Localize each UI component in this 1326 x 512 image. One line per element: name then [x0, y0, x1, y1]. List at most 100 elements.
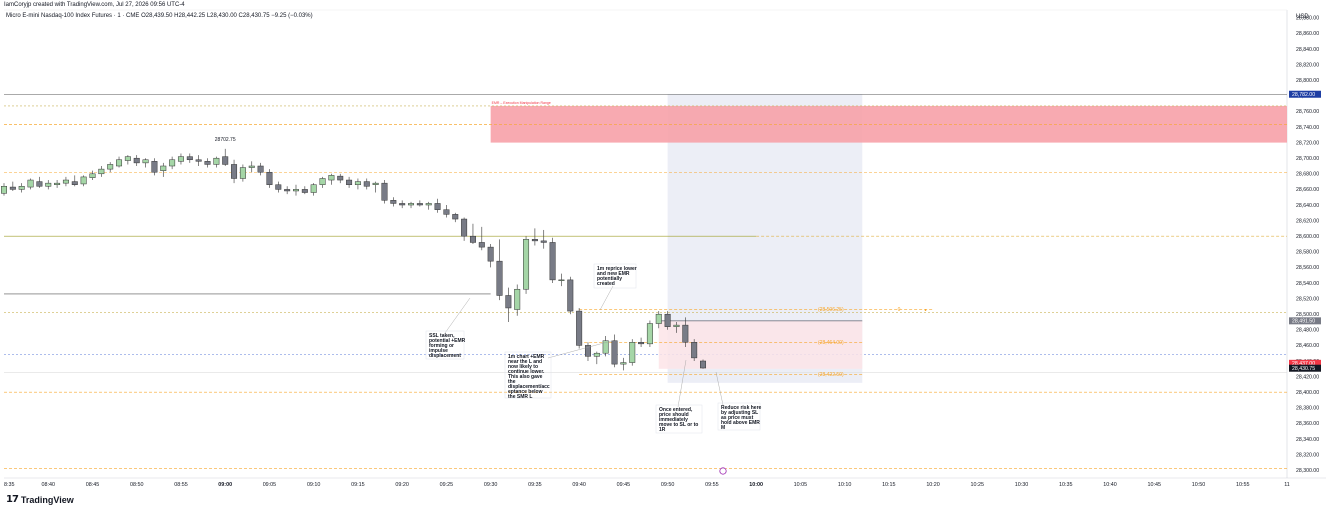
note-box [593, 263, 637, 289]
candle-body [399, 203, 406, 206]
note-box [717, 402, 761, 431]
candle-body [540, 240, 547, 243]
candle-body [584, 345, 591, 357]
candle-body [319, 178, 326, 185]
candle-body [461, 218, 468, 237]
price-tick-label: 28,560.00 [1296, 265, 1319, 271]
note-reprice-pointer [599, 285, 614, 311]
note-reduce-pointer [715, 371, 724, 406]
price-tick-label: 28,640.00 [1296, 203, 1319, 209]
note-ssl[interactable]: SSL taken, potential +EMR forming or imp… [429, 333, 466, 359]
candle-body [682, 324, 689, 343]
currency-label[interactable]: USD [1296, 14, 1309, 20]
target-price-label: (28,506.25) [818, 307, 844, 313]
price-tick-label: 28,680.00 [1296, 172, 1319, 178]
candle-body [293, 189, 299, 192]
candle-body [328, 175, 335, 181]
price-badge-label: 28,430.75 [1292, 366, 1315, 372]
candle-body [496, 260, 503, 296]
note-reduce-risk[interactable]: Reduce risk here by adjusting SL as pric… [721, 405, 762, 431]
candle-body [390, 200, 397, 204]
time-tick-label: 10:35 [1059, 482, 1073, 488]
candle-body [177, 156, 184, 162]
candle-body [71, 181, 78, 185]
candle-body [107, 164, 114, 170]
stop-price-label: (28,422.50) [818, 372, 844, 378]
candle-body [514, 288, 521, 310]
time-tick-label: 10:05 [794, 482, 808, 488]
candle-body [151, 161, 158, 173]
price-tick-label: 28,660.00 [1296, 187, 1319, 193]
price-tick-label: 28,840.00 [1296, 47, 1319, 53]
candle-body [204, 161, 211, 165]
price-tick-label: 28,600.00 [1296, 234, 1319, 240]
candle-body [257, 165, 264, 173]
candle-body [195, 159, 202, 162]
price-tick-label: 28,360.00 [1296, 421, 1319, 427]
price-tick-label: 28,300.00 [1296, 468, 1319, 474]
candle-body [673, 324, 680, 327]
time-tick-label: 08:40 [41, 482, 55, 488]
note-box [504, 351, 552, 399]
candle-body [98, 168, 105, 175]
candle-body [425, 203, 432, 206]
candle-body [45, 182, 52, 187]
time-tick-label: 8:35 [4, 482, 15, 488]
candle-body [602, 340, 609, 354]
close-value: 28,430.75 [242, 13, 270, 19]
symbol-legend[interactable]: Micro E-mini Nasdaq-100 Index Futures · … [6, 13, 313, 19]
price-badge-label: 28,491.50 [1292, 319, 1315, 325]
candle-body [629, 342, 636, 363]
candle-body [523, 239, 530, 290]
time-tick-label: 09:05 [263, 482, 277, 488]
candle-body [620, 362, 627, 365]
candle-body [452, 214, 459, 220]
note-box [425, 330, 465, 360]
candle-body [549, 242, 556, 281]
brand-footer[interactable]: 17 TradingView [6, 494, 74, 505]
note-ssl-pointer [444, 297, 471, 334]
candle-body [434, 203, 441, 210]
tradingview-logo-icon: 17 [6, 494, 19, 505]
candle-body [80, 176, 87, 185]
candle-body [611, 340, 618, 365]
note-entered[interactable]: Once entered, price should immediately m… [659, 407, 699, 433]
price-badge-label: 28,782.00 [1292, 92, 1315, 98]
time-tick-label: 08:45 [86, 482, 100, 488]
candle-body [337, 175, 344, 181]
time-tick-label: 10:50 [1192, 482, 1206, 488]
brand-name: TradingView [20, 494, 74, 505]
candle-body [363, 181, 370, 187]
price-tick-label: 28,740.00 [1296, 125, 1319, 131]
candle-body [116, 159, 123, 167]
price-tick-label: 28,880.00 [1296, 16, 1319, 22]
note-entered-pointer [677, 359, 687, 408]
candle-body [487, 246, 494, 262]
candle-body [213, 157, 220, 165]
time-tick-label: 09:50 [661, 482, 675, 488]
candle-body [239, 167, 246, 179]
candle-body [310, 184, 317, 193]
note-box [655, 404, 703, 434]
candle-body [222, 156, 229, 165]
candle-body [505, 295, 512, 309]
candle-body [62, 179, 69, 184]
note-reprice[interactable]: 1m reprice lower and new EMR potentially… [597, 266, 637, 287]
candle-body [266, 171, 273, 185]
ohlc-readout: O28,439.50 H28,442.25 L28,430.00 C28,430… [141, 13, 313, 19]
symbol-name[interactable]: Micro E-mini Nasdaq-100 Index Futures · … [6, 13, 140, 19]
price-tick-label: 28,480.00 [1296, 328, 1319, 334]
candle-body [576, 310, 583, 346]
time-tick-label: 10:15 [882, 482, 896, 488]
candle-body [248, 165, 255, 168]
time-tick-label: 10:55 [1236, 482, 1250, 488]
candle-body [354, 181, 361, 185]
time-tick-label: 08:50 [130, 482, 144, 488]
time-tick-label: 09:00 [218, 482, 232, 488]
candle-body [655, 313, 662, 324]
price-tick-label: 28,860.00 [1296, 31, 1319, 37]
time-tick-label: 10:40 [1103, 482, 1117, 488]
time-tick-label: 11 [1284, 482, 1290, 488]
note-1m-chart[interactable]: 1m chart +EMR near the L and now likely … [508, 354, 550, 400]
